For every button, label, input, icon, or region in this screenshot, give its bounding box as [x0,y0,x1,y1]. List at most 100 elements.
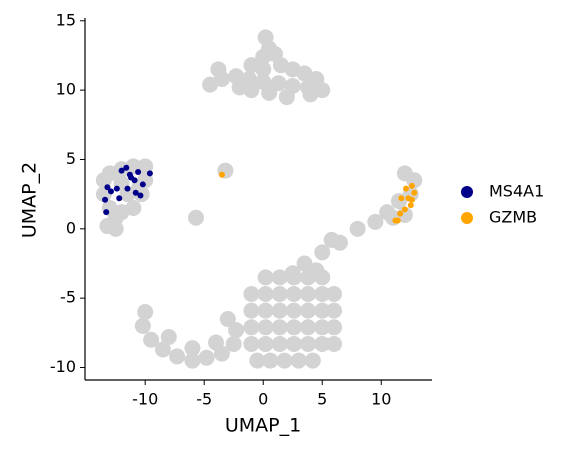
point [285,319,302,336]
point [103,209,110,216]
point [243,335,260,352]
point [304,352,321,369]
point [261,84,278,101]
point [187,209,204,226]
point [290,352,307,369]
y-tick-label: 15 [56,10,76,29]
point [326,302,343,319]
y-tick-label: 0 [66,218,76,237]
point [169,348,186,365]
point [139,181,146,188]
point [323,231,340,248]
point [132,189,139,196]
point [219,310,236,327]
point [116,195,123,202]
point [349,220,366,237]
point [403,185,410,192]
point [379,204,396,221]
point [278,89,295,106]
x-axis-title: UMAP_1 [225,415,301,437]
point [257,286,274,303]
point [255,61,272,78]
point [137,304,154,321]
point [137,158,154,175]
point [271,335,288,352]
point [314,269,331,286]
point [392,217,399,224]
point [271,319,288,336]
point [300,286,317,303]
point [300,269,317,286]
point [300,302,317,319]
point [154,341,171,358]
point [271,269,288,286]
point [249,352,266,369]
legend-label: MS4A1 [489,182,544,201]
point [408,182,415,189]
legend-marker [461,212,473,224]
point [128,174,135,181]
point [202,76,219,93]
point [107,220,124,237]
y-axis-title: UMAP_2 [19,162,41,238]
point [300,319,317,336]
point [314,302,331,319]
point [107,188,114,195]
point [135,168,142,175]
point [102,196,109,203]
point [113,185,120,192]
point [262,352,279,369]
point [276,352,293,369]
point [257,319,274,336]
point [296,255,313,272]
point [411,189,418,196]
x-tick-label: -10 [132,390,158,409]
point [285,286,302,303]
point [397,210,404,217]
point [104,184,111,191]
point [326,319,343,336]
x-tick-label: -5 [196,390,212,409]
point [118,167,125,174]
point [210,61,227,78]
legend-marker [461,186,473,198]
point [198,349,215,366]
x-tick-label: 10 [371,390,391,409]
point [314,244,331,261]
point [243,286,260,303]
point [271,286,288,303]
point [314,286,331,303]
point [243,82,260,99]
point [257,269,274,286]
point [243,319,260,336]
point [134,317,151,334]
y-tick-label: 5 [66,149,76,168]
point [184,352,201,369]
point [300,335,317,352]
point [367,213,384,230]
point [146,170,153,177]
point [314,335,331,352]
point [398,195,405,202]
y-tick-label: -5 [60,288,76,307]
point [137,192,144,199]
point [124,185,131,192]
point [326,286,343,303]
point [143,331,160,348]
y-tick-label: -10 [50,357,76,376]
legend-label: GZMB [489,208,537,227]
point [401,206,408,213]
point [407,202,414,209]
point [326,335,343,352]
point [271,302,288,319]
point [314,319,331,336]
point [285,269,302,286]
point [396,165,413,182]
point [218,171,225,178]
point [243,302,260,319]
point [302,86,319,103]
point [408,196,415,203]
point [228,322,245,339]
x-tick-label: 0 [258,390,268,409]
